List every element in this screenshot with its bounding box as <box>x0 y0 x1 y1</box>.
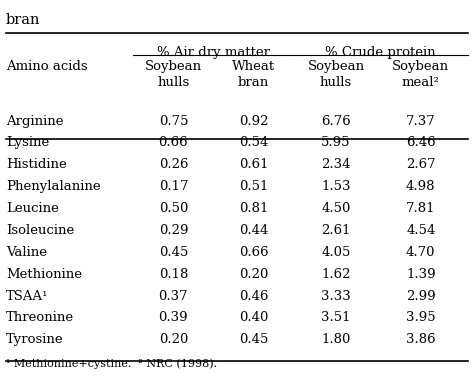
Text: bran: bran <box>6 13 41 27</box>
Text: 7.37: 7.37 <box>406 114 436 128</box>
Text: Soybean
meal²: Soybean meal² <box>392 60 449 89</box>
Text: 0.20: 0.20 <box>159 333 188 346</box>
Text: 0.46: 0.46 <box>239 290 268 302</box>
Text: Leucine: Leucine <box>6 202 59 215</box>
Text: 0.45: 0.45 <box>159 246 188 259</box>
Text: 0.37: 0.37 <box>159 290 188 302</box>
Text: TSAA¹: TSAA¹ <box>6 290 48 302</box>
Text: 6.76: 6.76 <box>321 114 351 128</box>
Text: 1.39: 1.39 <box>406 268 436 281</box>
Text: % Air dry matter: % Air dry matter <box>157 46 270 59</box>
Text: Valine: Valine <box>6 246 47 259</box>
Text: 0.40: 0.40 <box>239 312 268 325</box>
Text: 0.20: 0.20 <box>239 268 268 281</box>
Text: 4.54: 4.54 <box>406 224 436 237</box>
Text: Methionine: Methionine <box>6 268 82 281</box>
Text: Phenylalanine: Phenylalanine <box>6 180 101 193</box>
Text: 0.66: 0.66 <box>159 136 188 149</box>
Text: 0.92: 0.92 <box>239 114 268 128</box>
Text: Histidine: Histidine <box>6 158 67 171</box>
Text: 0.61: 0.61 <box>239 158 268 171</box>
Text: Soybean
hulls: Soybean hulls <box>308 60 365 89</box>
Text: 1.53: 1.53 <box>321 180 351 193</box>
Text: 2.67: 2.67 <box>406 158 436 171</box>
Text: 0.75: 0.75 <box>159 114 188 128</box>
Text: % Crude protein: % Crude protein <box>326 46 436 59</box>
Text: 0.50: 0.50 <box>159 202 188 215</box>
Text: 0.18: 0.18 <box>159 268 188 281</box>
Text: 0.44: 0.44 <box>239 224 268 237</box>
Text: 4.98: 4.98 <box>406 180 436 193</box>
Text: Threonine: Threonine <box>6 312 74 325</box>
Text: 1.80: 1.80 <box>321 333 351 346</box>
Text: Arginine: Arginine <box>6 114 64 128</box>
Text: Tyrosine: Tyrosine <box>6 333 64 346</box>
Text: 4.70: 4.70 <box>406 246 436 259</box>
Text: 0.17: 0.17 <box>159 180 188 193</box>
Text: 6.46: 6.46 <box>406 136 436 149</box>
Text: 0.45: 0.45 <box>239 333 268 346</box>
Text: 0.81: 0.81 <box>239 202 268 215</box>
Text: Wheat
bran: Wheat bran <box>232 60 275 89</box>
Text: 1.62: 1.62 <box>321 268 351 281</box>
Text: 0.54: 0.54 <box>239 136 268 149</box>
Text: 2.34: 2.34 <box>321 158 351 171</box>
Text: Soybean
hulls: Soybean hulls <box>145 60 202 89</box>
Text: 2.99: 2.99 <box>406 290 436 302</box>
Text: 3.33: 3.33 <box>321 290 351 302</box>
Text: 4.05: 4.05 <box>321 246 351 259</box>
Text: 0.39: 0.39 <box>159 312 188 325</box>
Text: ¹ Methionine+cystine.  ² NRC (1998).: ¹ Methionine+cystine. ² NRC (1998). <box>6 359 217 369</box>
Text: 3.95: 3.95 <box>406 312 436 325</box>
Text: 3.86: 3.86 <box>406 333 436 346</box>
Text: 2.61: 2.61 <box>321 224 351 237</box>
Text: 0.66: 0.66 <box>239 246 268 259</box>
Text: 0.29: 0.29 <box>159 224 188 237</box>
Text: 5.95: 5.95 <box>321 136 351 149</box>
Text: 0.51: 0.51 <box>239 180 268 193</box>
Text: 7.81: 7.81 <box>406 202 436 215</box>
Text: Lysine: Lysine <box>6 136 49 149</box>
Text: 3.51: 3.51 <box>321 312 351 325</box>
Text: 0.26: 0.26 <box>159 158 188 171</box>
Text: 4.50: 4.50 <box>321 202 351 215</box>
Text: Isoleucine: Isoleucine <box>6 224 74 237</box>
Text: Amino acids: Amino acids <box>6 60 88 73</box>
